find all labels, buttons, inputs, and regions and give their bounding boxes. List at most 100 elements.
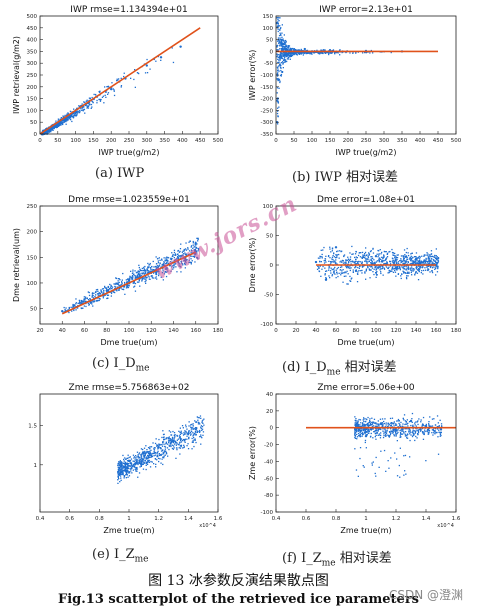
scatter-point	[346, 259, 348, 262]
scatter-point	[117, 471, 119, 473]
scatter-point	[426, 428, 429, 431]
scatter-point	[420, 261, 422, 263]
scatter-point	[152, 442, 154, 444]
scatter-point	[200, 427, 202, 430]
scatter-point	[118, 289, 120, 291]
scatter-point	[56, 123, 58, 125]
y-tick-label: 150	[27, 255, 38, 261]
scatter-point	[322, 49, 325, 51]
scatter-point	[382, 423, 384, 425]
scatter-point	[178, 265, 180, 267]
data-point	[159, 56, 163, 59]
scatter-point	[307, 52, 309, 54]
scatter-point	[308, 52, 310, 54]
scatter-point	[420, 419, 422, 421]
scatter-point	[416, 266, 418, 268]
scatter-points	[41, 47, 175, 136]
scatter-point	[136, 275, 138, 277]
scatter-point	[407, 433, 409, 436]
scatter-point	[152, 269, 155, 271]
scatter-point	[192, 432, 194, 434]
scatter-point	[153, 447, 155, 449]
scatter-point	[362, 419, 364, 421]
scatter-point	[136, 72, 139, 74]
scatter-point	[434, 254, 436, 257]
scatter-point	[334, 266, 336, 269]
scatter-point	[418, 270, 420, 272]
scatter-point	[55, 125, 58, 127]
scatter-point	[417, 423, 419, 426]
scatter-point	[388, 266, 390, 268]
scatter-points	[117, 415, 205, 484]
scatter-point	[408, 271, 410, 273]
scatter-point	[388, 431, 391, 433]
scatter-point	[334, 51, 337, 53]
scatter-point	[119, 481, 121, 483]
scatter-point	[47, 130, 49, 133]
scatter-point	[340, 272, 342, 274]
scatter-point	[372, 263, 374, 265]
data-point	[334, 246, 338, 249]
scatter-point	[381, 259, 383, 261]
scatter-point	[286, 55, 288, 58]
scatter-point	[145, 464, 147, 466]
scatter-point	[116, 283, 118, 285]
scatter-point	[110, 284, 112, 286]
scatter-point	[156, 444, 158, 446]
scatter-point	[158, 270, 160, 272]
scatter-point	[377, 429, 379, 431]
scatter-point	[68, 117, 70, 119]
scatter-point	[168, 445, 171, 447]
scatter-point	[170, 259, 173, 261]
scatter-point	[419, 428, 421, 430]
scatter-point	[381, 260, 383, 262]
scatter-point	[172, 437, 174, 439]
scatter-point	[408, 430, 410, 432]
scatter-point	[160, 444, 162, 446]
scatter-point	[331, 258, 333, 260]
data-point	[414, 257, 418, 261]
scatter-point	[180, 243, 182, 245]
scatter-point	[328, 52, 330, 54]
scatter-point	[411, 258, 413, 260]
scatter-point	[402, 430, 404, 432]
scatter-point	[53, 126, 55, 128]
scatter-point	[403, 265, 405, 267]
plot-frame	[275, 15, 457, 135]
caption-c-sub: me	[135, 363, 150, 374]
scatter-point	[405, 434, 407, 436]
scatter-point	[169, 265, 171, 267]
scatter-point	[140, 462, 142, 464]
scatter-point	[285, 60, 287, 63]
scatter-point	[375, 425, 377, 427]
scatter-point	[164, 268, 167, 270]
scatter-point	[329, 248, 331, 250]
scatter-point	[401, 433, 404, 435]
scatter-point	[132, 454, 135, 456]
scatter-point	[428, 425, 430, 427]
scatter-point	[169, 258, 172, 260]
scatter-point	[162, 436, 165, 439]
scatter-point	[333, 272, 335, 274]
scatter-point	[347, 256, 349, 258]
scatter-point	[163, 438, 165, 441]
scatter-point	[360, 270, 362, 272]
scatter-point	[418, 269, 421, 271]
scatter-point	[176, 257, 178, 260]
scatter-point	[72, 116, 74, 118]
x-axis-label: Dme true(um)	[338, 338, 395, 347]
scatter-point	[375, 423, 377, 425]
scatter-point	[72, 117, 75, 119]
scatter-point	[320, 249, 322, 251]
scatter-point	[160, 447, 162, 449]
scatter-point	[422, 265, 424, 267]
scatter-point	[170, 431, 172, 433]
scatter-point	[126, 466, 128, 468]
scatter-point	[373, 421, 375, 423]
scatter-point	[277, 110, 279, 112]
scatter-point	[361, 251, 364, 254]
scatter-point	[396, 262, 398, 264]
data-point	[282, 43, 285, 46]
scatter-point	[103, 292, 105, 294]
scatter-point	[160, 448, 162, 450]
